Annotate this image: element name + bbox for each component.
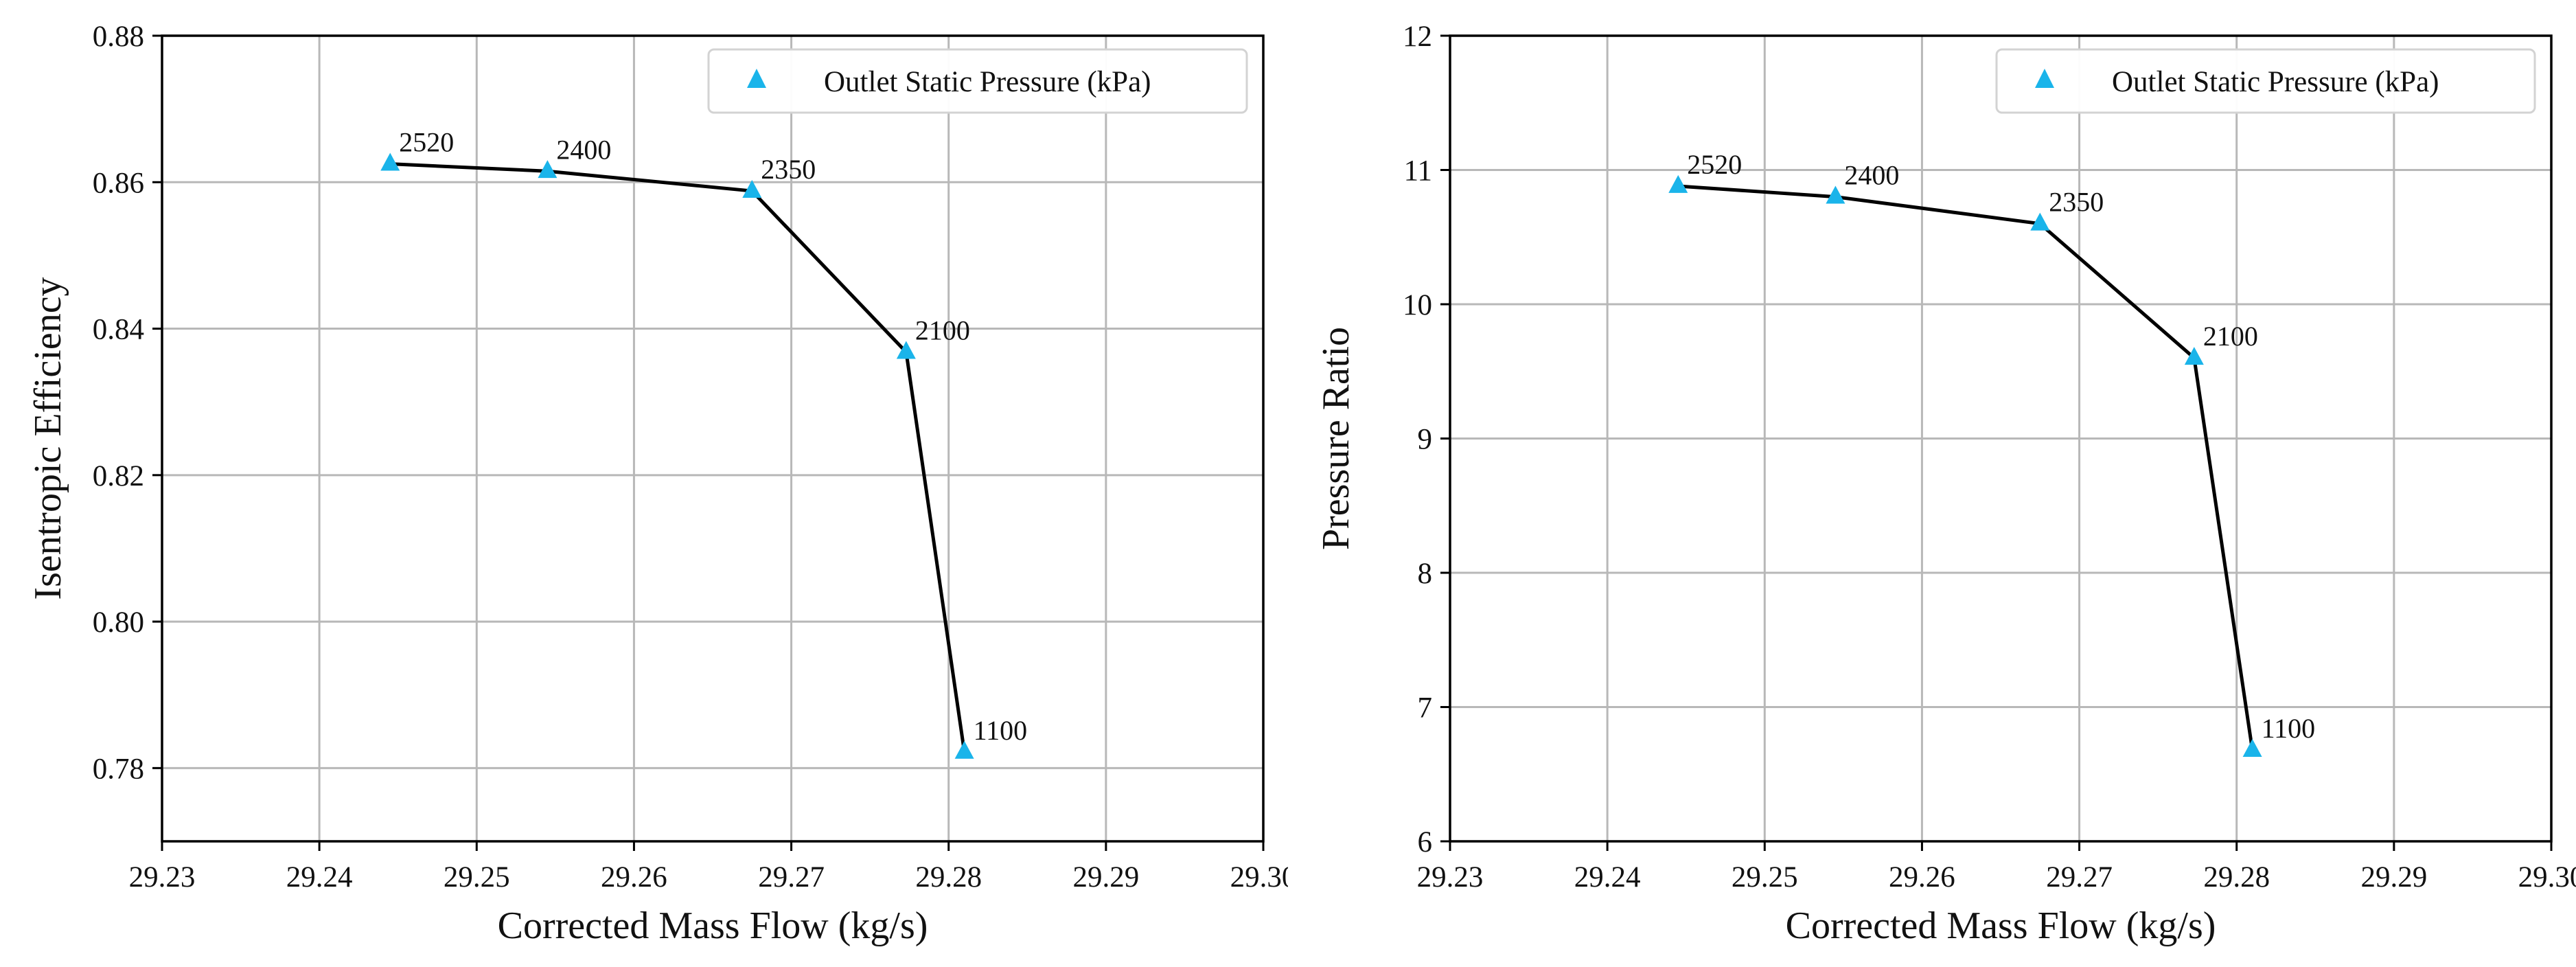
legend-label: Outlet Static Pressure (kPa): [2112, 66, 2439, 98]
x-tick-label: 29.28: [2203, 861, 2270, 894]
y-tick-label: 0.84: [93, 314, 144, 346]
y-tick-label: 9: [1418, 424, 1433, 456]
data-point-label: 1100: [974, 715, 1028, 746]
y-tick-label: 6: [1418, 826, 1433, 858]
data-point-marker: [742, 179, 762, 198]
data-point-label: 2350: [2049, 187, 2104, 218]
y-axis-label: Isentropic Efficiency: [27, 277, 69, 600]
x-axis-ticks: 29.23 29.24 29.25 29.26 29.27 29.28 29.29 29.30: [129, 841, 1288, 894]
data-point-label: 2400: [556, 134, 611, 165]
legend: Outlet Static Pressure (kPa): [1995, 48, 2536, 114]
efficiency-chart-panel: 29.23 29.24 29.25 29.26 29.27 29.28 29.29 29.3 0…: [27, 21, 1288, 947]
y-tick-label: 0.88: [93, 21, 144, 53]
legend-marker: [2035, 69, 2054, 88]
y-tick-label: 7: [1418, 692, 1433, 725]
x-axis-ticks: 29.23 29.24 29.25 29.26 29.27 29.28 29.29 29.30: [1417, 841, 2576, 894]
x-tick-label: 29.28: [915, 861, 982, 894]
legend-marker: [747, 69, 766, 88]
x-axis-label: Corrected Mass Flow (kg/s): [1786, 905, 2216, 947]
data-point-marker: [538, 160, 557, 179]
x-tick-label: 29.30: [1230, 861, 1288, 894]
data-point-marker: [380, 152, 400, 171]
y-axis-ticks: 0.78 0.80 0.82 0.84 0.86 0.88: [93, 21, 162, 785]
data-point-label: 2520: [399, 127, 454, 158]
y-axis-ticks: 6 7 8 9 10 11 12: [1403, 21, 1450, 858]
data-point-label: 2100: [2203, 321, 2258, 352]
x-tick-label: 29.25: [1732, 861, 1798, 894]
data-point-marker: [954, 740, 974, 759]
legend-box: [1995, 48, 2536, 114]
x-tick-label: 29.24: [286, 861, 353, 894]
data-point-label: 2100: [915, 315, 970, 346]
efficiency-chart: 29.23 29.24 29.25 29.26 29.27 29.28 29.29 29.3 0…: [27, 21, 1288, 947]
x-tick-label: 29.26: [601, 861, 667, 894]
grid-lines: [1449, 34, 2553, 843]
x-tick-label: 29.30: [2518, 861, 2576, 894]
pressure-ratio-chart-panel: 29.23 29.24 29.25 29.26 29.27 29.28 29.29 29.30…: [1288, 0, 2576, 967]
x-tick-label: 29.29: [1072, 861, 1139, 894]
x-tick-label: 29.29: [2360, 861, 2427, 894]
legend: Outlet Static Pressure (kPa): [707, 48, 1248, 114]
data-point-marker: [2184, 347, 2204, 365]
x-tick-label: 29.27: [2046, 861, 2113, 894]
legend-box: [707, 48, 1248, 114]
y-tick-label: 11: [1404, 155, 1432, 187]
x-tick-label: 29.24: [1574, 861, 1641, 894]
data-point-marker: [2242, 738, 2262, 757]
data-point-marker: [1668, 174, 1688, 193]
data-point-marker: [2030, 212, 2050, 231]
y-axis-label: Pressure Ratio: [1315, 327, 1357, 550]
data-point-marker: [896, 341, 916, 359]
x-tick-label: 29.23: [1417, 861, 1484, 894]
data-point-marker: [1826, 185, 1845, 204]
data-point-label: 2520: [1687, 149, 1742, 180]
x-tick-label: 29.25: [444, 861, 510, 894]
x-axis-label: Corrected Mass Flow (kg/s): [498, 905, 928, 947]
data-point-label: 1100: [2262, 713, 2316, 744]
x-tick-label: 29.23: [129, 861, 196, 894]
grid-lines: [161, 34, 1265, 841]
y-tick-label: 10: [1403, 289, 1432, 321]
series-markers: 2520 2400 2350 2100 1100: [1668, 149, 2315, 757]
plot-area-frame: [161, 34, 1265, 843]
legend-label: Outlet Static Pressure (kPa): [824, 66, 1151, 98]
x-tick-label: 29.27: [758, 861, 825, 894]
y-tick-label: 0.86: [93, 167, 144, 199]
data-point-label: 2350: [761, 154, 816, 185]
y-tick-label: 12: [1403, 21, 1432, 53]
x-tick-label: 29.26: [1889, 861, 1955, 894]
y-tick-label: 0.78: [93, 753, 144, 785]
y-tick-label: 8: [1418, 558, 1433, 590]
data-point-label: 2400: [1844, 160, 1899, 191]
y-tick-label: 0.80: [93, 606, 144, 639]
y-tick-label: 0.82: [93, 460, 144, 492]
series-markers: 2520 2400 2350 2100 1100: [380, 127, 1027, 759]
pressure-ratio-chart: 29.23 29.24 29.25 29.26 29.27 29.28 29.29 29.30…: [1315, 21, 2576, 947]
